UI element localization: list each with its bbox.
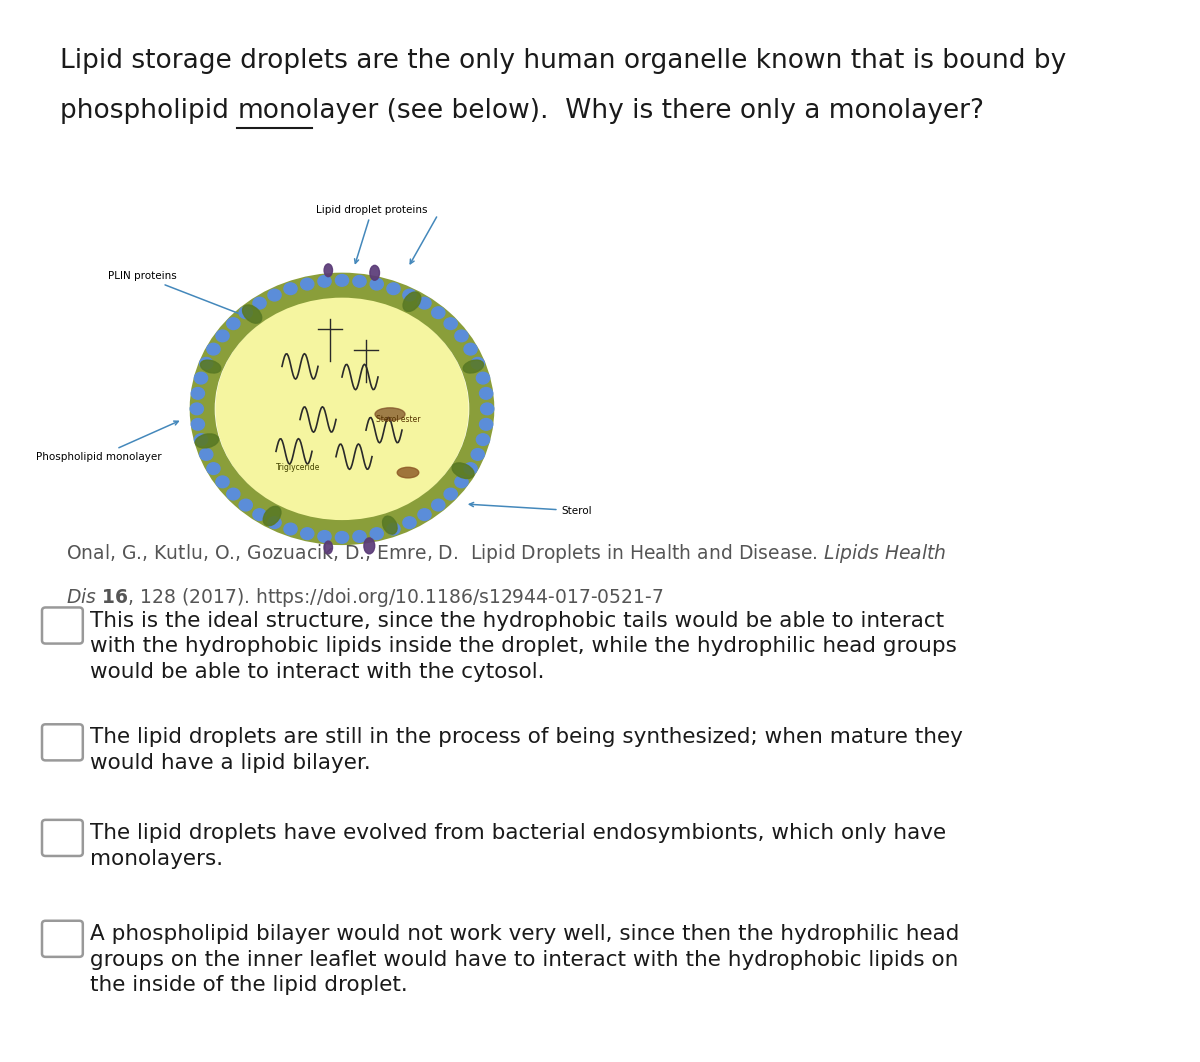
Circle shape: [216, 476, 229, 487]
Circle shape: [318, 275, 331, 287]
Circle shape: [418, 509, 431, 520]
Ellipse shape: [403, 292, 421, 311]
Circle shape: [386, 524, 400, 535]
Circle shape: [206, 463, 220, 475]
Ellipse shape: [364, 538, 374, 554]
Circle shape: [301, 528, 314, 539]
Ellipse shape: [324, 263, 332, 276]
Text: mono: mono: [238, 98, 312, 123]
Circle shape: [284, 524, 298, 535]
Ellipse shape: [383, 516, 397, 534]
Text: Lipid droplet proteins: Lipid droplet proteins: [317, 205, 427, 263]
Circle shape: [199, 448, 212, 460]
Circle shape: [284, 282, 298, 294]
Circle shape: [239, 499, 252, 511]
Circle shape: [444, 318, 457, 329]
Circle shape: [268, 517, 281, 529]
Circle shape: [370, 278, 383, 290]
Text: Sterol: Sterol: [469, 502, 593, 516]
Circle shape: [194, 433, 208, 445]
Circle shape: [480, 418, 493, 430]
Text: Sterol ester: Sterol ester: [376, 415, 420, 424]
Circle shape: [472, 448, 485, 460]
Text: The lipid droplets are still in the process of being synthesized; when mature th: The lipid droplets are still in the proc…: [90, 727, 962, 773]
Circle shape: [353, 531, 366, 543]
Ellipse shape: [397, 467, 419, 478]
Ellipse shape: [374, 408, 404, 421]
Text: This is the ideal structure, since the hydrophobic tails would be able to intera: This is the ideal structure, since the h…: [90, 611, 956, 682]
Circle shape: [206, 343, 220, 355]
Ellipse shape: [196, 434, 218, 448]
Ellipse shape: [242, 305, 262, 323]
Circle shape: [191, 388, 204, 399]
Text: layer (see below).  Why is there only a monolayer?: layer (see below). Why is there only a m…: [312, 98, 984, 123]
Circle shape: [464, 463, 478, 475]
Circle shape: [403, 517, 416, 529]
Circle shape: [253, 509, 266, 520]
FancyBboxPatch shape: [42, 724, 83, 760]
Circle shape: [455, 476, 468, 487]
Circle shape: [199, 358, 212, 370]
Text: Triglyceride: Triglyceride: [276, 463, 320, 472]
Circle shape: [318, 531, 331, 543]
FancyBboxPatch shape: [42, 921, 83, 957]
Circle shape: [227, 318, 240, 329]
Circle shape: [335, 275, 348, 287]
Circle shape: [418, 297, 431, 309]
Text: PLIN proteins: PLIN proteins: [108, 271, 248, 318]
Circle shape: [268, 289, 281, 301]
Circle shape: [253, 297, 266, 309]
Ellipse shape: [463, 360, 484, 373]
Circle shape: [476, 433, 490, 445]
Circle shape: [301, 278, 314, 290]
Ellipse shape: [200, 360, 221, 373]
Circle shape: [216, 330, 229, 342]
Circle shape: [353, 275, 366, 287]
Text: Onal, G., Kutlu, O., Gozuacik, D., Emre, D.  Lipid Droplets in Health and Diseas: Onal, G., Kutlu, O., Gozuacik, D., Emre,…: [66, 542, 947, 565]
Circle shape: [432, 307, 445, 319]
Circle shape: [216, 297, 468, 520]
Text: $\mathit{Dis}$ $\mathbf{16}$, 128 (2017). https://doi.org/10.1186/s12944-017-052: $\mathit{Dis}$ $\mathbf{16}$, 128 (2017)…: [66, 586, 664, 610]
Circle shape: [472, 358, 485, 370]
Circle shape: [191, 418, 204, 430]
Circle shape: [386, 282, 400, 294]
Circle shape: [480, 388, 493, 399]
Circle shape: [370, 528, 383, 539]
Circle shape: [432, 499, 445, 511]
Circle shape: [464, 343, 478, 355]
Circle shape: [227, 489, 240, 500]
Text: Lipid storage droplets are the only human organelle known that is bound by: Lipid storage droplets are the only huma…: [60, 48, 1067, 73]
Circle shape: [403, 289, 416, 301]
Text: A phospholipid bilayer would not work very well, since then the hydrophilic head: A phospholipid bilayer would not work ve…: [90, 924, 959, 995]
Circle shape: [239, 307, 252, 319]
Text: phospholipid: phospholipid: [60, 98, 238, 123]
FancyBboxPatch shape: [42, 820, 83, 856]
Ellipse shape: [370, 266, 379, 280]
Circle shape: [476, 373, 490, 384]
Circle shape: [444, 489, 457, 500]
Ellipse shape: [452, 463, 474, 479]
Text: The lipid droplets have evolved from bacterial endosymbionts, which only have
mo: The lipid droplets have evolved from bac…: [90, 823, 946, 869]
Ellipse shape: [263, 507, 281, 526]
Circle shape: [194, 373, 208, 384]
Ellipse shape: [324, 542, 332, 554]
Circle shape: [480, 404, 494, 415]
Circle shape: [190, 404, 203, 415]
Circle shape: [455, 330, 468, 342]
FancyBboxPatch shape: [42, 607, 83, 644]
Text: Phospholipid monolayer: Phospholipid monolayer: [36, 422, 179, 462]
Circle shape: [335, 531, 348, 544]
